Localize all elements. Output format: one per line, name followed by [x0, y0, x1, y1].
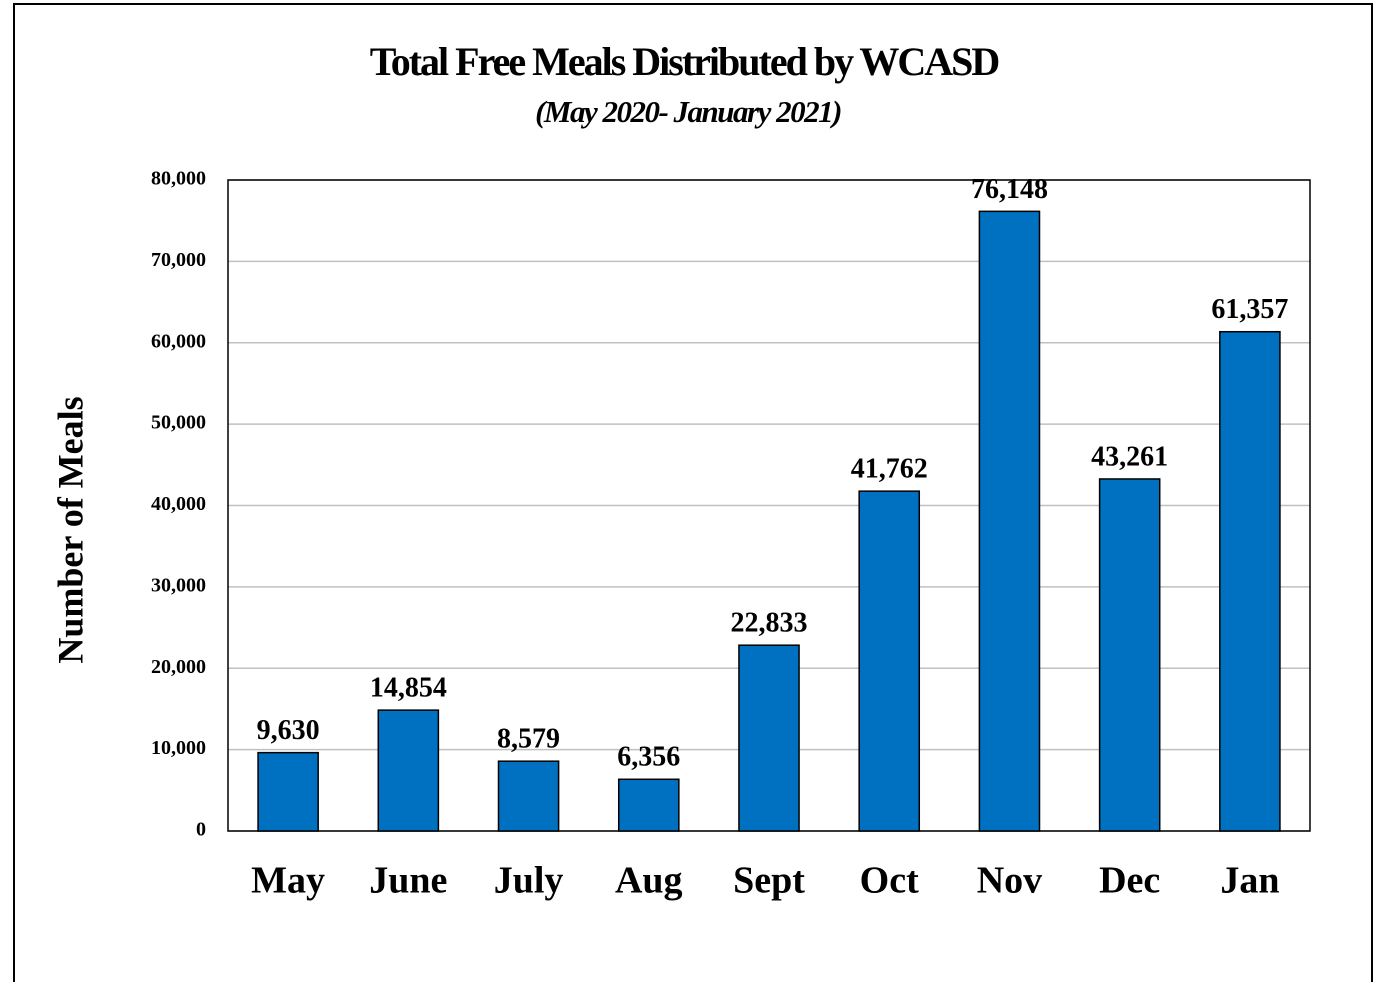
y-tick-label: 60,000	[151, 330, 206, 352]
y-tick-label: 20,000	[151, 656, 206, 678]
value-label: 9,630	[257, 715, 320, 746]
x-tick-label: June	[369, 860, 447, 902]
value-label: 6,356	[617, 742, 680, 773]
x-tick-label: May	[251, 860, 325, 902]
value-label: 14,854	[370, 673, 447, 704]
y-tick-label: 40,000	[151, 493, 206, 515]
y-tick-label: 0	[196, 819, 206, 841]
bar	[617, 778, 680, 832]
bar	[1098, 478, 1161, 832]
x-tick-label: Nov	[977, 860, 1042, 902]
x-tick-label: July	[494, 860, 564, 902]
value-label: 76,148	[971, 174, 1048, 205]
chart-subtitle: (May 2020- January 2021)	[535, 94, 841, 129]
value-label: 41,762	[851, 454, 928, 485]
x-tick-label: Sept	[733, 860, 805, 902]
x-tick-label: Dec	[1099, 860, 1160, 902]
chart-title: Total Free Meals Distributed by WCASD	[370, 39, 999, 84]
value-label: 8,579	[497, 724, 560, 755]
value-label: 61,357	[1211, 294, 1288, 325]
value-label: 43,261	[1091, 441, 1168, 472]
chart-frame	[13, 3, 1373, 982]
y-tick-label: 50,000	[151, 412, 206, 434]
y-tick-label: 70,000	[151, 249, 206, 271]
bar	[978, 210, 1041, 832]
value-label: 22,833	[731, 608, 808, 639]
x-tick-label: Oct	[860, 860, 919, 902]
bar	[738, 644, 800, 832]
y-tick-label: 30,000	[151, 574, 206, 596]
y-tick-label: 80,000	[151, 168, 206, 190]
y-tick-label: 10,000	[151, 737, 206, 759]
x-tick-label: Aug	[615, 860, 683, 902]
bar	[257, 751, 319, 832]
bar	[377, 709, 440, 832]
bar	[858, 490, 921, 832]
x-tick-label: Jan	[1220, 860, 1279, 902]
bar	[1219, 330, 1281, 832]
bar	[497, 760, 560, 832]
y-axis-label: Number of Meals	[50, 396, 90, 663]
